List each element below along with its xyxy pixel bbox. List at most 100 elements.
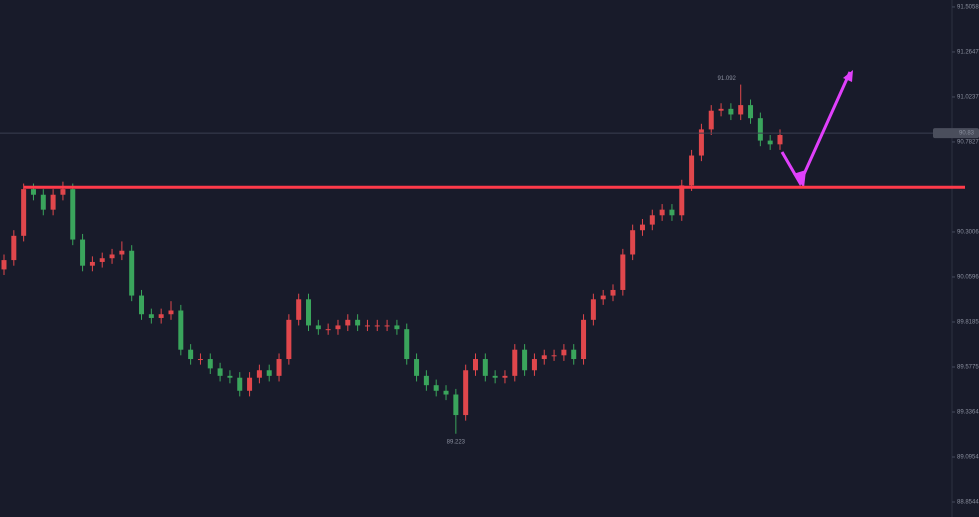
candle-body (590, 299, 596, 320)
candle-body (207, 359, 213, 369)
candle-body (423, 375, 429, 386)
candle-body (306, 299, 312, 326)
candle-body (728, 108, 734, 115)
candle-body (168, 310, 174, 315)
y-tick-label: 91.0237 (957, 95, 979, 101)
candle-body (502, 375, 508, 378)
y-tick-label: 89.5775 (957, 365, 979, 371)
y-tick-label: 89.0954 (957, 455, 979, 461)
candle-body (197, 359, 203, 361)
candle-body (708, 110, 714, 130)
candle-body (217, 368, 223, 376)
candle-body (689, 155, 695, 186)
candle-body (649, 215, 655, 225)
min-label: 89.223 (447, 439, 466, 445)
candle-body (50, 194, 56, 210)
candle-body (148, 314, 154, 318)
candle-body (99, 258, 105, 262)
candle-body (757, 118, 763, 141)
candle-body (325, 329, 331, 331)
candle-body (129, 250, 135, 296)
candle-body (89, 261, 95, 266)
candle-body (620, 254, 626, 290)
candle-body (679, 185, 685, 216)
candle-body (1, 260, 7, 270)
candle-body (384, 325, 390, 327)
last-price-label: 90.83 (959, 131, 975, 137)
candle-body (531, 359, 537, 371)
arrow-head (843, 70, 853, 82)
candle-body (315, 325, 321, 330)
candle-body (767, 140, 773, 145)
candle-body (443, 390, 449, 395)
candle-body (178, 310, 184, 350)
candle-body (669, 209, 675, 216)
y-tick-label: 90.7827 (957, 140, 979, 146)
candle-body (109, 254, 115, 259)
y-tick-label: 89.8185 (957, 320, 979, 326)
candle-body (345, 319, 351, 326)
candle-body (256, 370, 262, 378)
max-label: 91.092 (718, 76, 737, 82)
candle-body (30, 189, 36, 195)
candle-body (738, 105, 744, 115)
candle-body (639, 224, 645, 231)
candle-body (119, 250, 125, 255)
candle-body (80, 239, 86, 266)
candle-body (522, 349, 528, 371)
candle-body (748, 105, 754, 119)
candle-body (394, 325, 400, 330)
candle-body (227, 375, 233, 378)
candle-body (247, 377, 253, 391)
y-tick-label: 90.3006 (957, 230, 979, 236)
candle-body (60, 189, 66, 195)
candle-body (718, 108, 724, 111)
candle-body (433, 385, 439, 391)
candle-body (610, 289, 616, 296)
candle-body (237, 377, 243, 391)
candle-body (551, 355, 557, 357)
candle-body (70, 189, 76, 240)
y-tick-label: 90.0596 (957, 275, 979, 281)
candle-body (777, 134, 783, 145)
candle-body (188, 349, 194, 360)
candle-body (453, 394, 459, 416)
last-price-tag (933, 128, 979, 139)
candle-body (355, 319, 361, 326)
candle-body (600, 295, 606, 300)
candle-body (698, 129, 704, 156)
candle-body (139, 295, 145, 315)
candle-body (40, 194, 46, 210)
candle-body (659, 209, 665, 216)
candle-body (11, 235, 17, 261)
candle-body (296, 299, 302, 320)
y-tick-label: 91.2647 (957, 50, 979, 56)
candle-body (571, 349, 577, 360)
candle-body (335, 325, 341, 330)
y-tick-label: 91.5058 (957, 5, 979, 11)
y-tick-label: 89.3364 (957, 410, 979, 416)
candle-body (158, 314, 164, 318)
y-tick-label: 88.8544 (957, 500, 979, 506)
candle-body (364, 325, 370, 327)
candle-body (266, 370, 272, 376)
candle-body (581, 319, 587, 360)
candle-body (21, 189, 27, 236)
candle-body (463, 370, 469, 416)
candle-body (492, 375, 498, 378)
candle-body (561, 349, 567, 356)
candle-body (630, 230, 636, 255)
candle-body (404, 329, 410, 360)
arrow-head (793, 170, 806, 188)
candle-body (276, 359, 282, 376)
candle-body (374, 325, 380, 327)
candle-body (472, 359, 478, 371)
candle-body (482, 359, 488, 376)
candle-body (414, 359, 420, 376)
candle-body (541, 355, 547, 360)
candle-body (286, 319, 292, 360)
arrow (780, 71, 852, 187)
candle-body (512, 349, 518, 376)
